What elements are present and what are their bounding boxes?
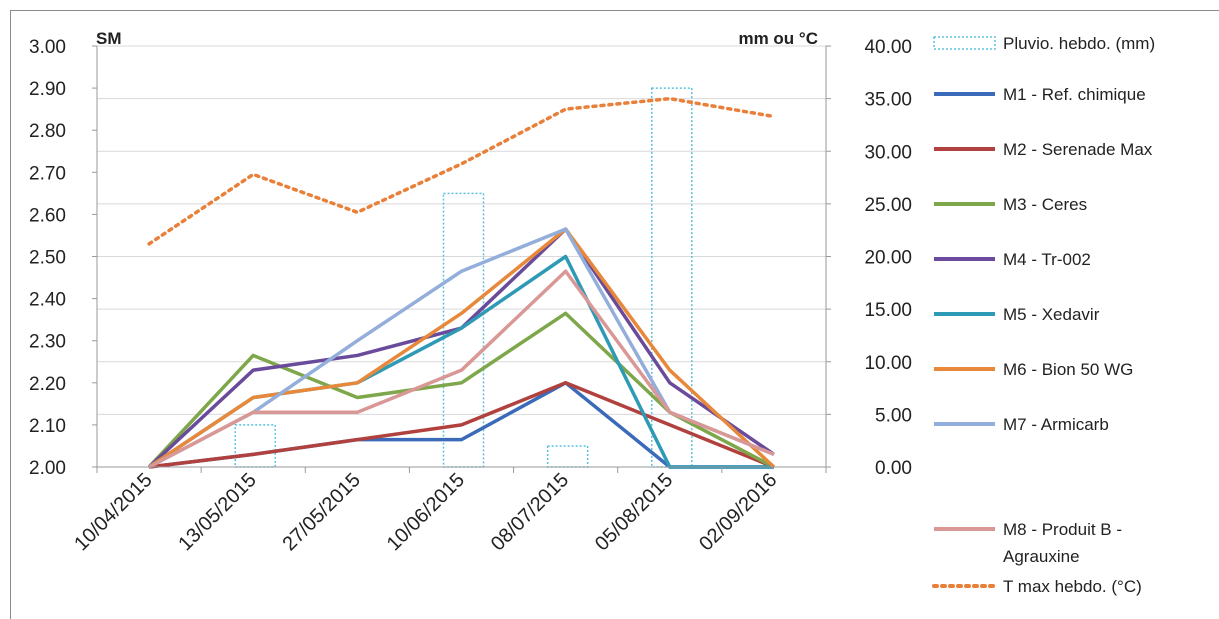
left-axis-ticks: 3.00 2.90 2.80 2.70 2.60 2.50 2.40 2.30 2.20 2.10… — [29, 37, 97, 479]
temperature-line — [147, 96, 776, 246]
right-axis-unit-label: mm ou °C — [738, 29, 818, 48]
left-tick-label: 2.50 — [29, 248, 66, 269]
series-line — [148, 227, 776, 469]
legend-label: M4 - Tr-002 — [1003, 250, 1091, 269]
series-lines — [147, 96, 776, 469]
legend-label: M6 - Bion 50 WG — [1003, 360, 1133, 379]
left-tick-label: 2.70 — [29, 163, 66, 184]
chart-frame-top — [10, 10, 1219, 11]
right-tick-label: 10.00 — [864, 353, 912, 374]
left-tick-label: 2.60 — [29, 205, 66, 226]
legend-label: M5 - Xedavir — [1003, 305, 1100, 324]
legend-label: Pluvio. hebdo. (mm) — [1003, 34, 1155, 53]
right-tick-label: 5.00 — [875, 405, 912, 426]
legend-label: M2 - Serenade Max — [1003, 140, 1153, 159]
x-axis-ticks: 10/04/2015 13/05/2015 27/05/2015 10/06/2015… — [70, 469, 781, 555]
left-tick-label: 2.80 — [29, 121, 66, 142]
right-tick-label: 15.00 — [864, 300, 912, 321]
series-line — [147, 227, 775, 469]
x-tick-label: 10/06/2015 — [383, 469, 469, 555]
x-tick-label: 08/07/2015 — [487, 469, 573, 555]
right-tick-label: 0.00 — [875, 458, 912, 479]
left-tick-label: 2.00 — [29, 458, 66, 479]
axes — [96, 46, 827, 473]
right-tick-label: 35.00 — [864, 90, 912, 111]
right-tick-label: 20.00 — [864, 248, 912, 269]
right-tick-label: 30.00 — [864, 142, 912, 163]
rainfall-bar — [546, 445, 589, 468]
series-line — [148, 269, 775, 469]
legend-label: M7 - Armicarb — [1003, 415, 1109, 434]
rainfall-bar — [234, 424, 276, 468]
legend: Pluvio. hebdo. (mm) M1 - Ref. chimique M2 … — [932, 34, 1155, 596]
left-axis-unit-label: SM — [96, 29, 122, 48]
right-axis-ticks: 40.00 35.00 30.00 25.00 20.00 15.00 10.00 5.00 0… — [826, 37, 912, 479]
left-tick-label: 3.00 — [29, 37, 66, 58]
x-tick-label: 05/08/2015 — [591, 469, 677, 555]
right-tick-label: 25.00 — [864, 195, 912, 216]
left-tick-label: 2.30 — [29, 332, 66, 353]
left-tick-label: 2.90 — [29, 79, 66, 100]
left-tick-label: 2.10 — [29, 416, 66, 437]
series-line — [148, 381, 775, 469]
legend-label: M1 - Ref. chimique — [1003, 85, 1146, 104]
series-line — [148, 227, 775, 469]
right-tick-label: 40.00 — [864, 37, 912, 58]
rainfall-bar — [651, 87, 693, 468]
legend-swatch-rainfall — [933, 36, 996, 50]
x-tick-label: 13/05/2015 — [174, 469, 260, 555]
chart-frame-left — [10, 10, 11, 619]
left-tick-label: 2.20 — [29, 374, 66, 395]
left-tick-label: 2.40 — [29, 290, 66, 311]
x-tick-label: 27/05/2015 — [279, 469, 365, 555]
x-tick-label: 02/09/2016 — [695, 469, 781, 555]
legend-label: T max hebdo. (°C) — [1003, 577, 1142, 596]
x-tick-label: 10/04/2015 — [70, 469, 156, 555]
legend-label: M3 - Ceres — [1003, 195, 1087, 214]
rainfall-bars — [234, 87, 693, 468]
legend-label: M8 - Produit B -Agrauxine — [1003, 520, 1122, 566]
